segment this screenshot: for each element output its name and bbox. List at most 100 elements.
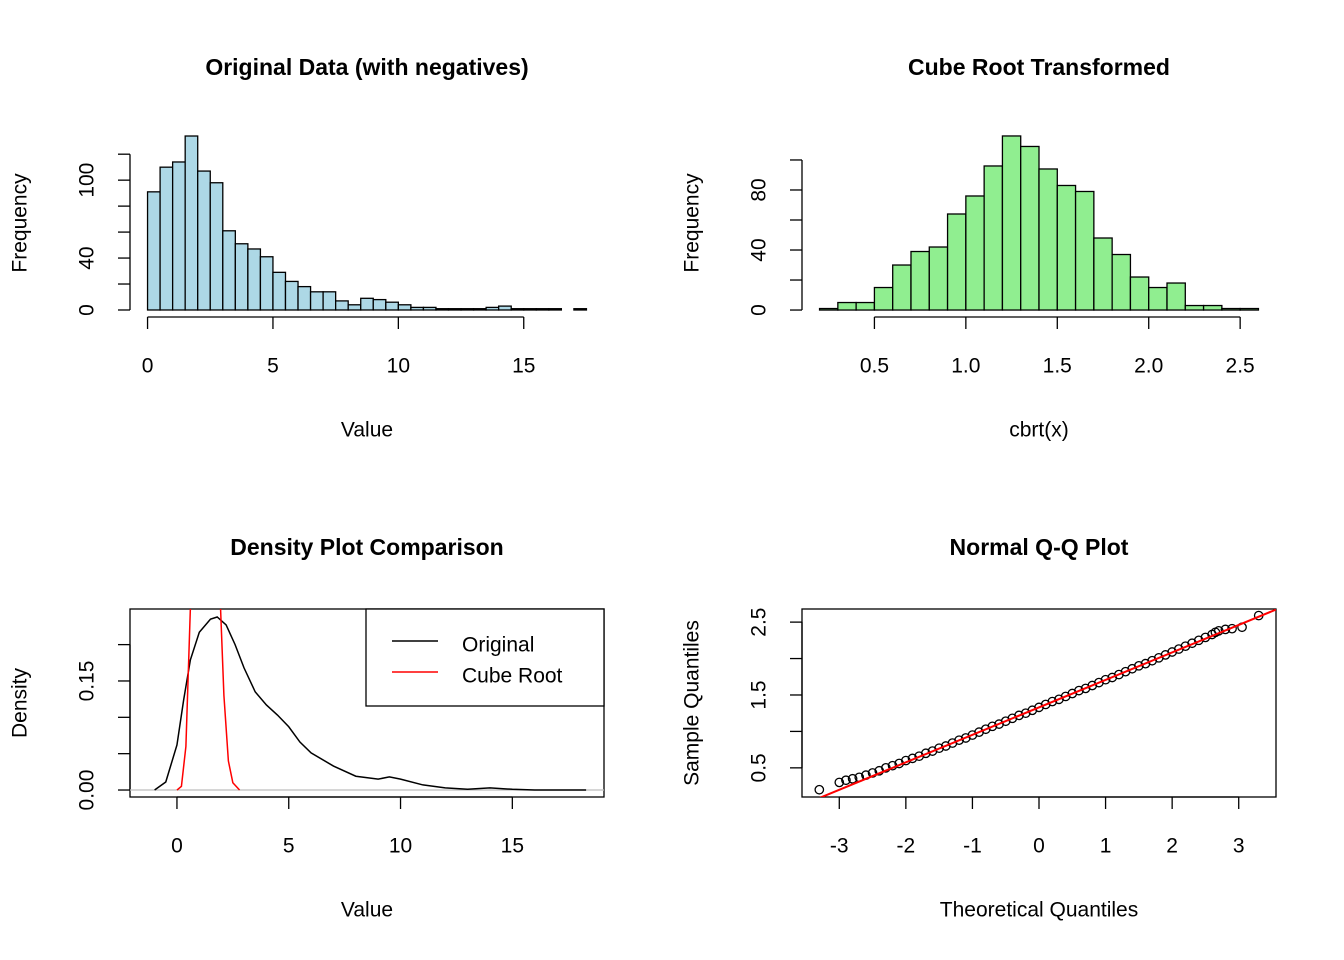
y-tick-label: 0 xyxy=(76,304,99,316)
qq-point xyxy=(1100,674,1111,685)
bar xyxy=(1074,190,1095,311)
bar xyxy=(397,304,412,311)
x-tick-label: 2.5 xyxy=(1226,355,1255,378)
x-axis-title: Value xyxy=(341,419,393,442)
x-tick-label: -1 xyxy=(963,835,982,858)
bar xyxy=(892,264,912,311)
x-tick-label: -2 xyxy=(897,835,916,858)
legend-label: Original xyxy=(462,634,534,657)
bar xyxy=(322,291,337,311)
bar xyxy=(1093,237,1113,311)
legend: Original Cube Root xyxy=(365,608,605,707)
reference-line xyxy=(819,609,1276,797)
plot-box xyxy=(801,608,1277,798)
bar xyxy=(1202,304,1223,311)
bar xyxy=(1184,304,1205,311)
bar xyxy=(573,308,588,311)
qq-point xyxy=(847,773,858,784)
chart-title: Original Data (with negatives) xyxy=(205,54,528,80)
bar xyxy=(1056,184,1077,311)
bar xyxy=(309,291,324,311)
x-tick-label: 1.0 xyxy=(951,355,980,378)
x-tick-label: 0 xyxy=(142,355,154,378)
x-tick-label: 2.0 xyxy=(1134,355,1163,378)
y-tick-label: 100 xyxy=(76,163,99,198)
bar xyxy=(510,308,525,311)
x-tick-label: 5 xyxy=(267,355,279,378)
bar xyxy=(1221,307,1241,311)
bar xyxy=(472,308,487,311)
qq-point xyxy=(1047,696,1058,707)
x-tick-label: 1 xyxy=(1100,835,1112,858)
qq-point xyxy=(867,768,878,778)
x-tick-label: 1.5 xyxy=(1043,355,1072,378)
bar xyxy=(385,301,399,311)
bar xyxy=(247,248,262,311)
bar xyxy=(1129,276,1150,311)
chart-title: Density Plot Comparison xyxy=(230,534,503,560)
qq-point xyxy=(814,784,825,795)
y-axis-title: Frequency xyxy=(9,173,32,273)
bar xyxy=(435,308,450,311)
chart-title: Normal Q-Q Plot xyxy=(950,534,1129,560)
bar xyxy=(548,308,563,311)
chart-title: Cube Root Transformed xyxy=(908,54,1170,80)
y-axis-title: Density xyxy=(9,667,32,738)
y-tick-label: 2.5 xyxy=(748,608,771,637)
bar xyxy=(209,182,224,311)
bar xyxy=(928,246,949,311)
bar xyxy=(1166,282,1186,311)
x-tick-label: 0 xyxy=(171,835,183,858)
legend-box xyxy=(365,608,605,707)
x-axis-title: Value xyxy=(341,899,393,922)
bar xyxy=(184,135,199,311)
bar xyxy=(535,308,550,311)
bar xyxy=(485,306,500,311)
x-tick-label: 15 xyxy=(501,835,524,858)
bar xyxy=(523,308,537,311)
bar xyxy=(272,271,287,311)
bar xyxy=(410,306,425,311)
bar xyxy=(1001,135,1022,311)
x-tick-label: 10 xyxy=(389,835,412,858)
y-tick-label: 0.5 xyxy=(748,753,771,782)
bar xyxy=(818,307,839,311)
bar xyxy=(197,170,211,311)
bar xyxy=(171,161,186,311)
x-tick-label: 15 xyxy=(512,355,535,378)
bar xyxy=(284,280,299,311)
bar xyxy=(498,305,512,311)
qq-point xyxy=(1134,660,1144,671)
bar xyxy=(910,250,930,311)
bar xyxy=(234,243,249,311)
legend-label: Cube Root xyxy=(462,665,563,688)
qq-point xyxy=(1014,710,1024,721)
bar xyxy=(259,256,274,311)
bar xyxy=(159,166,174,311)
qq-point xyxy=(1074,685,1084,696)
plot-area xyxy=(819,609,1276,797)
bar xyxy=(873,286,894,311)
x-axis-title: Theoretical Quantiles xyxy=(940,899,1138,922)
density-line xyxy=(154,616,587,791)
bar xyxy=(146,191,161,311)
bar xyxy=(447,308,462,311)
y-tick-label: 80 xyxy=(748,178,771,201)
qq-point xyxy=(841,775,851,786)
bar xyxy=(460,308,475,311)
bar xyxy=(297,285,312,311)
x-tick-label: 0 xyxy=(1033,835,1045,858)
bar xyxy=(946,213,967,311)
bar xyxy=(1020,145,1040,311)
x-tick-label: 10 xyxy=(387,355,410,378)
bar xyxy=(347,304,362,311)
y-tick-label: 40 xyxy=(748,238,771,261)
y-tick-label: 40 xyxy=(76,246,99,269)
y-tick-label: 0.00 xyxy=(76,770,99,811)
qq-point xyxy=(834,777,845,788)
bar xyxy=(1111,253,1132,311)
x-tick-label: 0.5 xyxy=(860,355,889,378)
bar xyxy=(1239,307,1260,311)
